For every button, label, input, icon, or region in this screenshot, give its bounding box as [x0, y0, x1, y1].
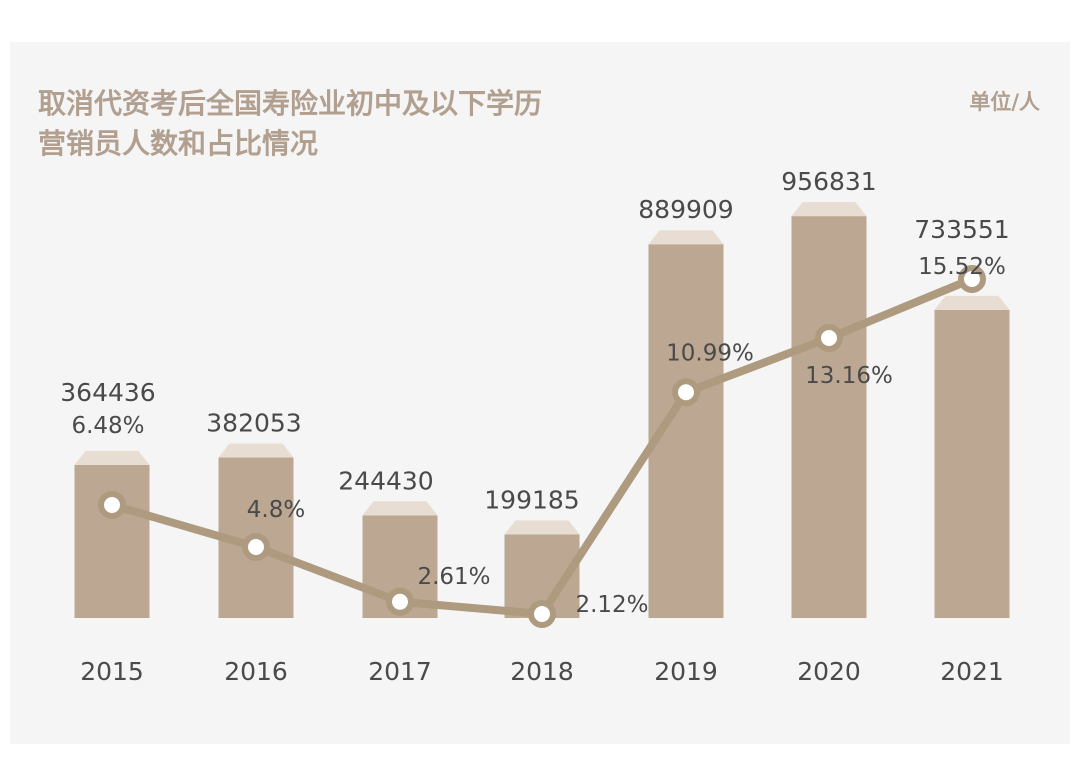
x-tick-2017: 2017 [368, 657, 432, 686]
bar-value-label-2018: 199185 [484, 485, 579, 514]
chart-title: 取消代资考后全国寿险业初中及以下学历 营销员人数和占比情况 [38, 84, 678, 164]
pct-value-label-2021: 15.52% [918, 254, 1006, 280]
line-marker-2018 [528, 600, 556, 628]
x-tick-2016: 2016 [224, 657, 288, 686]
x-tick-2015: 2015 [80, 657, 144, 686]
line-marker-2017 [386, 587, 414, 616]
bar-value-label-2021: 733551 [914, 215, 1009, 244]
pct-value-label-2020: 13.16% [805, 363, 893, 389]
bar-2015 [74, 464, 150, 618]
bar-cap-2017 [362, 501, 438, 516]
bar-value-label-2016: 382053 [206, 409, 301, 438]
line-marker-2015 [98, 491, 126, 519]
pct-value-label-2019: 10.99% [666, 340, 754, 366]
bar-2021 [934, 309, 1010, 618]
bar-value-label-2015: 364436 [60, 378, 155, 407]
bar-cap-2018 [504, 520, 580, 535]
chart-title-line-2: 营销员人数和占比情况 [38, 127, 319, 160]
bar-value-label-2020: 956831 [781, 167, 876, 196]
bar-value-label-2017: 244430 [338, 466, 433, 495]
bar-2020 [791, 216, 867, 618]
x-tick-2020: 2020 [797, 657, 861, 686]
pct-value-label-2017: 2.61% [417, 564, 490, 590]
bar-cap-2021 [934, 295, 1010, 310]
pct-value-label-2018: 2.12% [575, 592, 648, 618]
line-marker-2020 [815, 324, 843, 352]
pct-value-label-2015: 6.48% [71, 413, 144, 439]
bar-cap-2016 [218, 443, 294, 458]
bar-cap-2015 [74, 450, 150, 465]
x-tick-2018: 2018 [510, 657, 574, 686]
bar-value-label-2019: 889909 [638, 195, 733, 224]
chart-title-line-1: 取消代资考后全国寿险业初中及以下学历 [38, 87, 543, 120]
bar-cap-2019 [648, 230, 724, 245]
bar-cap-2020 [791, 202, 867, 217]
line-marker-2021 [958, 265, 986, 293]
unit-label: 单位/人 [969, 90, 1040, 114]
x-tick-2021: 2021 [940, 657, 1004, 686]
pct-value-label-2016: 4.8% [247, 497, 305, 523]
line-marker-2016 [242, 533, 270, 561]
line-marker-2019 [672, 378, 700, 407]
x-tick-2019: 2019 [654, 657, 718, 686]
